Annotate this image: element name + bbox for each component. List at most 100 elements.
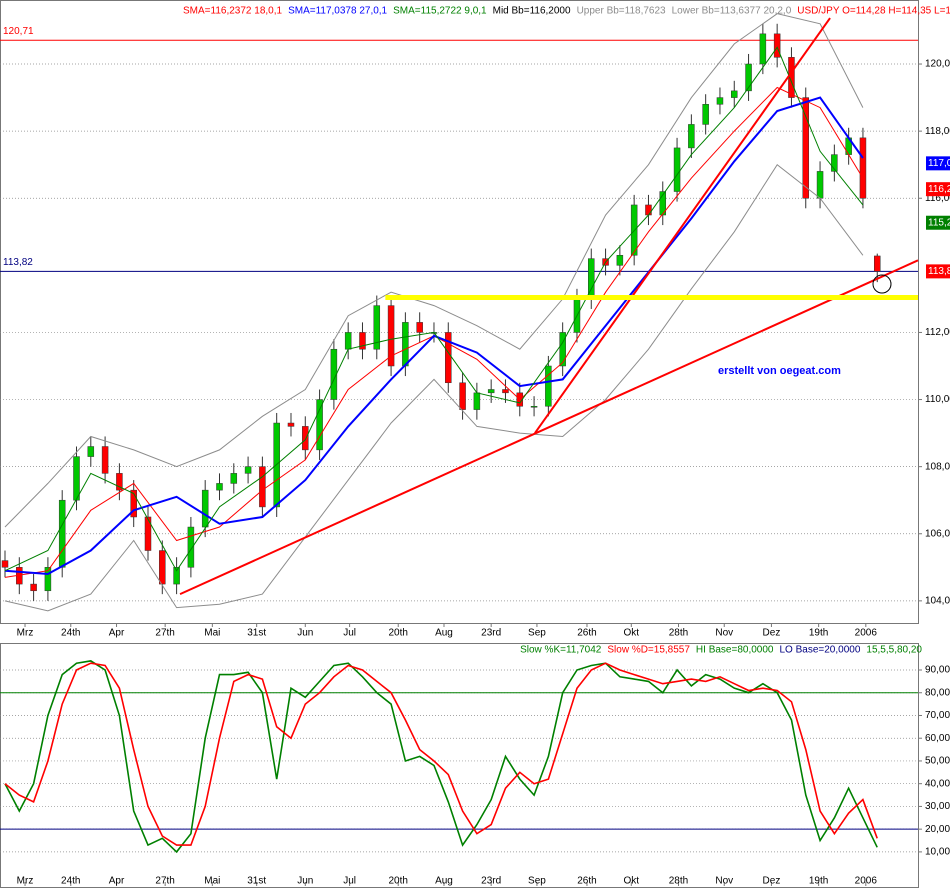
main-panel (0, 0, 919, 624)
x-tick-label: Jul (343, 628, 356, 639)
candle-body (344, 332, 352, 350)
legend-entry: Upper Bb=118,7623 (577, 6, 666, 17)
x-tick-label: 28th (669, 628, 688, 639)
legend-entry: Lower Bb=113,6377 20,2,0 (672, 6, 792, 17)
candle-body (216, 483, 223, 491)
trend-line (179, 259, 919, 596)
x-tick-label: 2006 (855, 628, 878, 639)
candle-body (502, 389, 509, 394)
x-tick-label: 31st (247, 876, 266, 887)
x-tick-label: Nov (715, 628, 733, 639)
candle-body (659, 191, 667, 216)
y-tick-label: 50,00 (925, 756, 950, 767)
indicator-line (4, 660, 878, 854)
stochastic-panel (0, 643, 919, 888)
y-tick-label: 70,00 (925, 710, 950, 721)
candle-body (287, 422, 295, 427)
x-tick-label: Okt (624, 628, 640, 639)
candle-body (473, 392, 481, 410)
legend-entry: 15,5,5,80,20 (866, 645, 922, 656)
candle-body (330, 348, 338, 400)
x-tick-label: 23rd (481, 628, 501, 639)
legend-entry: SMA=116,2372 18,0,1 (183, 6, 282, 17)
x-tick-label: 24th (61, 628, 80, 639)
reference-label: 113,82 (3, 257, 33, 268)
candle-body (873, 255, 881, 272)
candle-body (530, 406, 538, 408)
y-tick-label: 30,00 (925, 801, 950, 812)
candle-body (58, 499, 66, 568)
x-tick-label: 26th (577, 628, 596, 639)
legend-entry: Slow %D=15,8557 (607, 645, 690, 656)
candle-body (688, 124, 695, 149)
candle-body (731, 90, 738, 98)
candle-body (316, 399, 323, 451)
x-tick-label: Jun (297, 628, 313, 639)
y-tick-label: 112,00 (925, 327, 950, 338)
candle-body (373, 305, 381, 350)
candle-body (673, 147, 681, 192)
candle-body (73, 456, 80, 501)
x-tick-label: Jun (297, 876, 313, 887)
x-tick-label: Jul (343, 876, 356, 887)
price-tag (926, 182, 950, 197)
x-tick-label: Mai (204, 876, 220, 887)
price-tag (926, 215, 950, 230)
y-tick-label: 60,00 (925, 733, 950, 744)
candle-body (459, 382, 466, 410)
candle-body (130, 489, 137, 518)
x-tick-label: 27th (155, 628, 174, 639)
candle-body (745, 63, 752, 92)
candle-body (859, 137, 867, 199)
legend-entry: Mid Bb=116,2000 (493, 6, 571, 17)
y-tick-label: 106,00 (925, 528, 950, 539)
candle-body (816, 171, 824, 199)
y-tick-label: 90,00 (925, 665, 950, 676)
x-tick-label: 19th (809, 628, 828, 639)
x-tick-label: 24th (61, 876, 80, 887)
trend-line (534, 17, 831, 434)
candle-body (259, 466, 266, 508)
candle-body (645, 204, 652, 216)
candle-body (759, 33, 767, 65)
price-tag (926, 264, 950, 279)
y-tick-label: 118,00 (925, 126, 950, 137)
reference-label: 120,71 (3, 26, 34, 37)
x-tick-label: 27th (155, 876, 174, 887)
x-tick-label: Aug (435, 628, 453, 639)
candle-body (716, 97, 724, 105)
candle-body (44, 567, 52, 592)
candle-body (416, 322, 423, 333)
y-tick-label: 20,00 (925, 824, 950, 835)
indicator-line (4, 46, 864, 572)
x-tick-label: Sep (528, 628, 546, 639)
legend-entry: HI Base=80,0000 (696, 645, 774, 656)
candle-body (545, 365, 552, 407)
y-tick-label: 40,00 (925, 778, 950, 789)
y-tick-label: 10,00 (925, 847, 950, 858)
highlight-circle (872, 274, 892, 294)
price-tag (926, 156, 950, 171)
candle-body (802, 97, 810, 199)
candle-body (1, 560, 9, 568)
x-tick-label: Nov (715, 876, 733, 887)
x-tick-label: Sep (528, 876, 546, 887)
y-tick-label: 104,00 (925, 595, 950, 606)
annotation: erstellt von oegeat.com (718, 365, 841, 377)
x-tick-label: Apr (109, 876, 125, 887)
candle-body (559, 332, 566, 367)
candle-body (244, 466, 252, 474)
legend-entry: Slow %K=11,7042 (520, 645, 602, 656)
indicator-line (4, 96, 864, 576)
legend-entry: LO Base=20,0000 (779, 645, 860, 656)
indicator-line (4, 662, 878, 846)
y-tick-label: 110,00 (925, 394, 950, 405)
candle-body (173, 567, 180, 585)
x-tick-label: 20th (388, 628, 407, 639)
y-tick-label: 120,00 (925, 59, 950, 70)
x-tick-label: Mrz (17, 628, 34, 639)
price-tag-label: 116,24 (928, 184, 950, 195)
x-tick-label: Okt (624, 876, 640, 887)
